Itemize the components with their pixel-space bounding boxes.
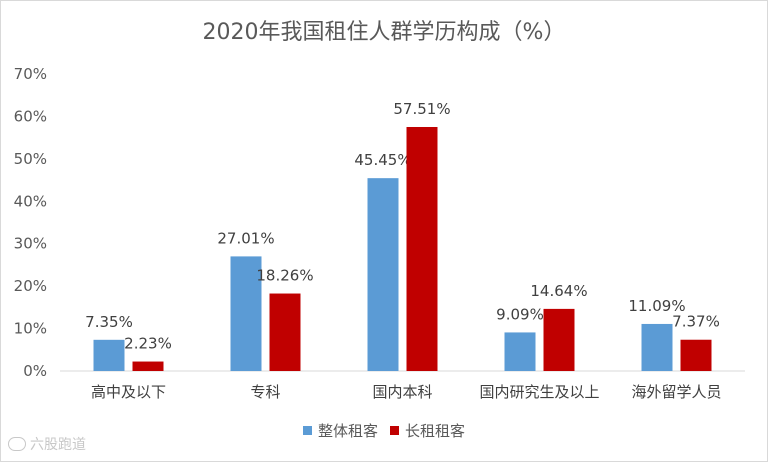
watermark-logo-icon (8, 437, 26, 451)
legend: 整体租客 长租租客 (0, 420, 768, 441)
y-tick-label: 50% (14, 150, 47, 168)
y-tick-label: 0% (23, 362, 47, 380)
x-category-label: 国内本科 (372, 383, 432, 401)
x-category-label: 高中及以下 (91, 383, 166, 401)
bar-0 (93, 339, 125, 371)
data-label: 7.37% (672, 313, 720, 331)
bar-1 (406, 126, 438, 371)
chart-title: 2020年我国租住人群学历构成（%） (202, 20, 566, 45)
y-tick-label: 70% (14, 65, 47, 83)
watermark: 六股跑道 (8, 434, 86, 454)
bar-0 (504, 332, 536, 371)
legend-item-series-1: 长租租客 (390, 420, 465, 441)
bar-1 (269, 293, 301, 371)
bar-1 (543, 308, 575, 371)
y-tick-label: 40% (14, 192, 47, 210)
x-category-label: 国内研究生及以上 (479, 383, 599, 401)
legend-item-series-0: 整体租客 (302, 420, 378, 441)
x-category-label: 海外留学人员 (631, 383, 721, 401)
bar-1 (680, 339, 712, 371)
bar-0 (641, 323, 673, 371)
legend-swatch-0 (302, 426, 312, 435)
data-label: 45.45% (354, 151, 411, 169)
watermark-text: 六股跑道 (30, 437, 86, 453)
data-label: 11.09% (628, 297, 685, 315)
legend-label-1: 长租租客 (405, 422, 466, 440)
legend-swatch-1 (390, 426, 399, 435)
data-label: 7.35% (85, 313, 133, 331)
data-label: 27.01% (217, 229, 274, 247)
y-tick-label: 10% (14, 320, 47, 338)
y-tick-label: 30% (14, 235, 47, 253)
data-label: 57.51% (393, 100, 450, 118)
data-label: 9.09% (496, 305, 544, 323)
x-category-label: 专科 (250, 383, 280, 401)
bar-0 (230, 256, 262, 371)
data-label: 18.26% (256, 267, 313, 285)
bar-1 (132, 361, 164, 371)
y-tick-label: 20% (14, 277, 47, 295)
bar-0 (367, 178, 399, 371)
data-label: 14.64% (530, 282, 587, 300)
y-tick-label: 60% (14, 107, 47, 125)
legend-label-0: 整体租客 (317, 422, 378, 440)
data-label: 2.23% (124, 335, 172, 353)
